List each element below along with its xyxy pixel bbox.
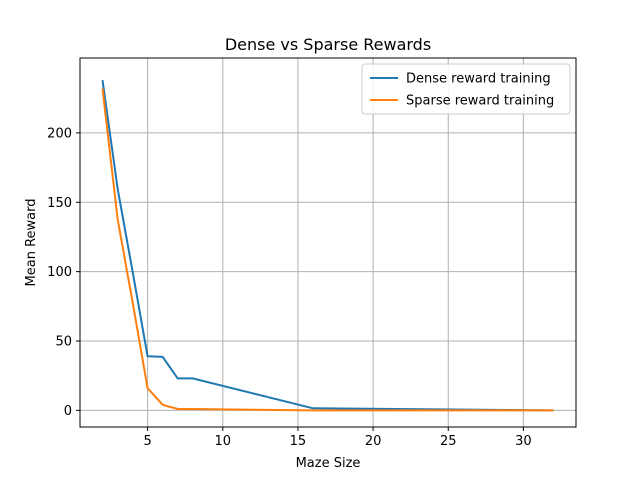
x-tick-label: 15 bbox=[290, 434, 307, 449]
axis-ticks: 5 10 15 20 25 30 0 50 100 150 200 bbox=[47, 126, 531, 449]
series-line-0 bbox=[101, 80, 554, 412]
plot-frame bbox=[79, 57, 577, 428]
x-tick-label: 20 bbox=[365, 434, 382, 449]
y-tick-label: 50 bbox=[55, 334, 72, 349]
legend: Dense reward training Sparse reward train… bbox=[361, 63, 571, 115]
legend-box bbox=[361, 63, 571, 115]
y-axis-label: Mean Reward bbox=[24, 199, 39, 287]
x-tick-label: 25 bbox=[440, 434, 457, 449]
series-lines bbox=[101, 80, 554, 412]
y-tick-label: 150 bbox=[47, 196, 72, 211]
x-tick-label: 30 bbox=[515, 434, 532, 449]
legend-label-0: Dense reward training bbox=[406, 72, 551, 87]
legend-label-1: Sparse reward training bbox=[406, 94, 554, 109]
x-axis-label: Maze Size bbox=[296, 456, 361, 471]
plot-background bbox=[80, 58, 576, 427]
y-tick-label: 200 bbox=[47, 126, 72, 141]
x-tick-label: 5 bbox=[143, 434, 151, 449]
x-tick-label: 10 bbox=[215, 434, 232, 449]
y-tick-label: 100 bbox=[47, 265, 72, 280]
y-tick-label: 0 bbox=[64, 404, 72, 419]
series-line-1 bbox=[101, 88, 554, 412]
chart-title: Dense vs Sparse Rewards bbox=[225, 35, 431, 54]
